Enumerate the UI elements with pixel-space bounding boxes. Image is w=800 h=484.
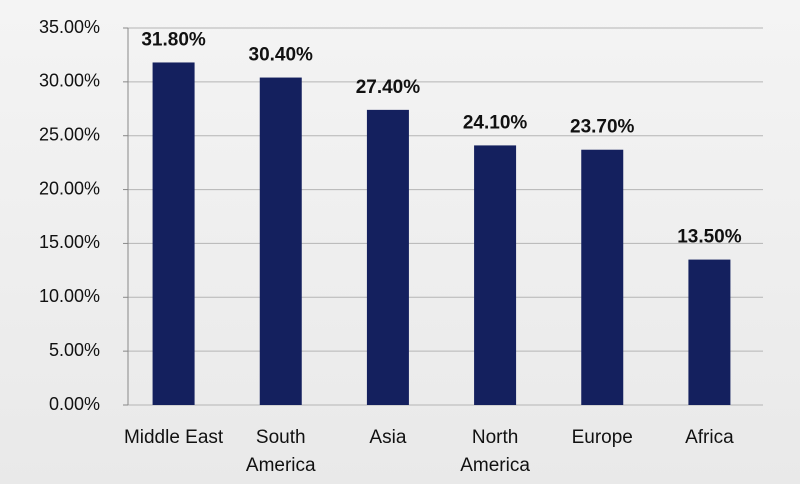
x-tick-label: North America <box>460 427 530 476</box>
bar <box>474 145 517 405</box>
value-label: 13.50% <box>677 227 742 248</box>
y-tick-label: 20.00% <box>39 178 100 198</box>
x-tick-label: South America <box>245 427 316 476</box>
bar <box>688 259 731 405</box>
y-tick-label: 5.00% <box>49 340 100 360</box>
y-tick-label: 15.00% <box>39 232 100 252</box>
y-tick-label: 25.00% <box>39 124 100 144</box>
bar <box>366 109 409 405</box>
y-tick-label: 30.00% <box>39 71 100 91</box>
value-label: 24.10% <box>463 112 528 133</box>
bar <box>581 149 624 405</box>
value-label: 23.70% <box>570 117 635 138</box>
y-tick-label: 35.00% <box>39 17 100 37</box>
x-tick-label: Asia <box>369 427 407 448</box>
x-tick-label: Africa <box>685 427 734 448</box>
value-label: 31.80% <box>141 29 206 50</box>
value-label: 27.40% <box>356 77 421 98</box>
y-tick-label: 0.00% <box>49 394 100 414</box>
y-tick-label: 10.00% <box>39 286 100 306</box>
bar <box>259 77 302 405</box>
bar <box>152 62 195 406</box>
value-label: 30.40% <box>249 45 314 66</box>
x-tick-label: Europe <box>571 427 633 448</box>
x-tick-label: Middle East <box>123 427 224 448</box>
